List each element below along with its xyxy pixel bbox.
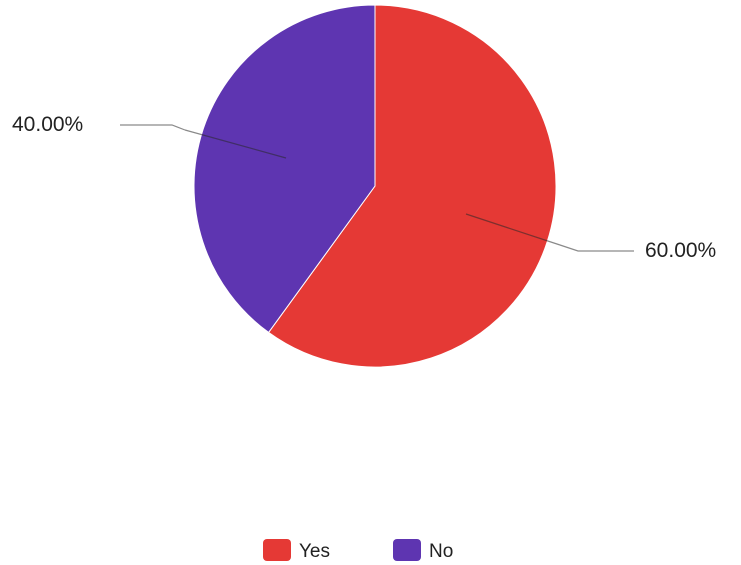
pie-slices <box>193 4 557 368</box>
legend-item-yes[interactable]: Yes <box>263 539 330 562</box>
legend-label-yes: Yes <box>299 541 330 562</box>
leader-lines <box>120 124 634 252</box>
legend-swatch-yes <box>263 539 291 561</box>
leader-line-yes-outer <box>559 244 634 252</box>
leader-line-yes-inner <box>465 213 561 246</box>
pie-slice-yes[interactable] <box>267 4 557 368</box>
legend: Yes No <box>263 539 453 562</box>
pie-slice-no[interactable] <box>193 4 376 334</box>
leader-line-no-outer <box>120 124 186 131</box>
legend-label-no: No <box>429 541 453 562</box>
legend-item-no[interactable]: No <box>393 539 453 562</box>
slice-labels: 40.00% 60.00% <box>12 113 716 262</box>
slice-label-yes: 60.00% <box>645 239 716 262</box>
legend-swatch-no <box>393 539 421 561</box>
leader-line-no-inner <box>184 129 287 159</box>
slice-label-no: 40.00% <box>12 113 83 136</box>
